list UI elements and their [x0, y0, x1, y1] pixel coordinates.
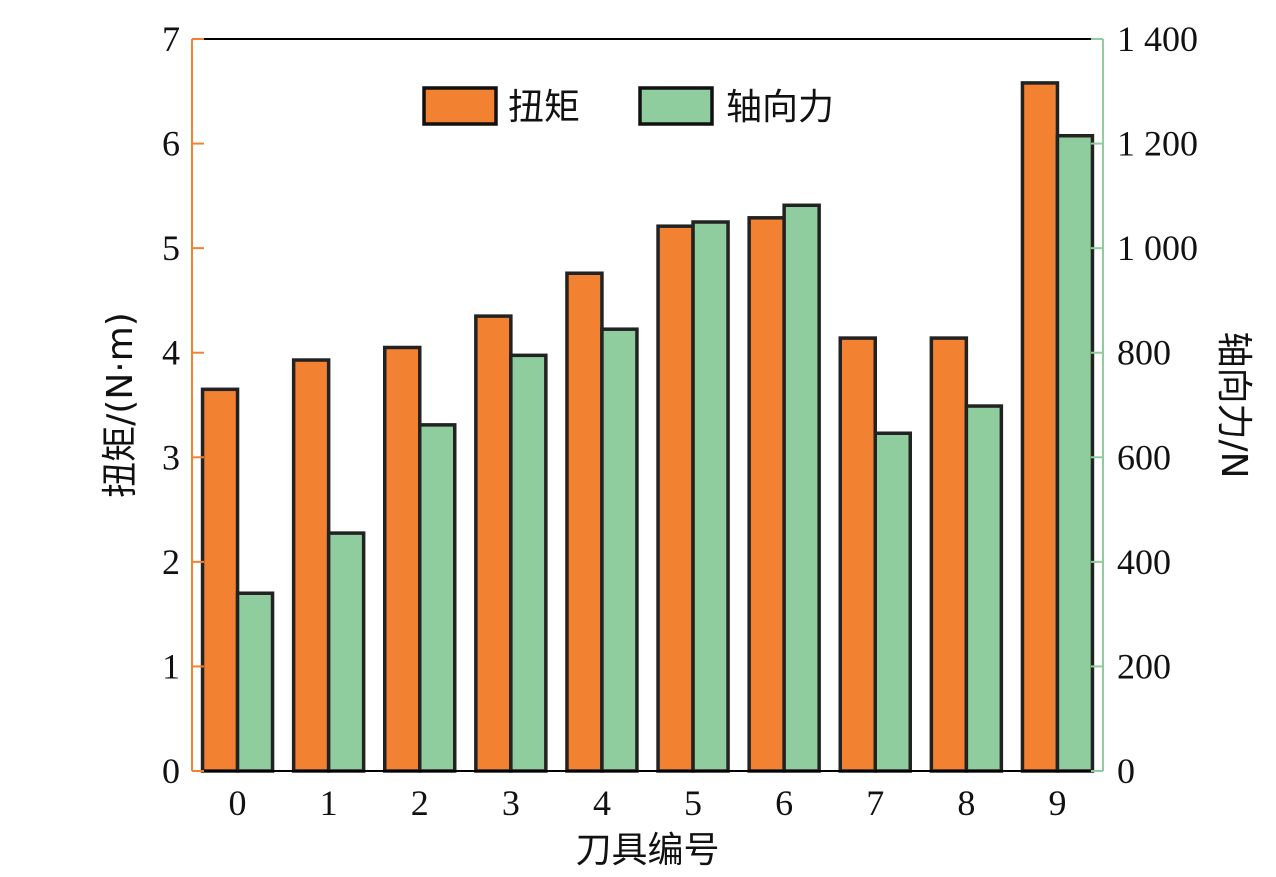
right-y-tick-label: 600 [1117, 437, 1171, 477]
right-y-tick-label: 1 200 [1117, 124, 1198, 164]
bar-torque-4 [565, 271, 604, 773]
bar-torque-2 [383, 345, 422, 773]
left-y-tick-label: 3 [162, 437, 180, 477]
x-tick-label: 9 [1048, 783, 1066, 823]
right-y-tick-label: 1 400 [1117, 19, 1198, 59]
bar-axial-force-2 [418, 423, 457, 773]
bar-torque-1 [291, 358, 331, 773]
bar-torque-9 [1020, 81, 1060, 773]
bar-axial-force-6 [782, 203, 821, 773]
bar-axial-force-8 [964, 404, 1004, 773]
left-y-tick-label: 2 [162, 542, 180, 582]
right-y-tick-label: 0 [1117, 751, 1135, 791]
left-y-tick-label: 1 [162, 646, 180, 686]
right-y-tick-label: 800 [1117, 333, 1171, 373]
bar-axial-force-0 [235, 591, 275, 773]
bar-torque-3 [474, 314, 513, 773]
legend-swatch-torque [422, 86, 498, 126]
x-tick-label: 2 [411, 783, 429, 823]
x-tick-label: 0 [229, 783, 247, 823]
x-tick-label: 7 [866, 783, 884, 823]
bar-torque-0 [200, 387, 240, 773]
x-tick-label: 3 [502, 783, 520, 823]
x-tick-label: 5 [684, 783, 702, 823]
bar-axial-force-5 [691, 220, 730, 773]
legend-label-axial-force: 轴向力 [726, 87, 834, 128]
bar-torque-6 [747, 216, 786, 773]
bar-axial-force-3 [509, 353, 548, 773]
left-y-tick-label: 6 [162, 124, 180, 164]
bar-axial-force-1 [326, 531, 366, 773]
x-tick-label: 8 [957, 783, 975, 823]
x-axis-title: 刀具编号 [575, 830, 719, 871]
bar-torque-7 [838, 336, 877, 773]
bar-axial-force-7 [873, 431, 912, 773]
x-tick-label: 6 [775, 783, 793, 823]
left-y-tick-label: 7 [162, 19, 180, 59]
right-y-axis-title: 轴向力/N [1213, 331, 1254, 478]
left-y-tick-label: 0 [162, 751, 180, 791]
x-tick-label: 4 [593, 783, 611, 823]
x-tick-label: 1 [320, 783, 338, 823]
legend-label-torque: 扭矩 [508, 87, 580, 128]
left-y-tick-label: 5 [162, 228, 180, 268]
right-y-tick-label: 400 [1117, 542, 1171, 582]
bar-axial-force-9 [1055, 133, 1095, 773]
left-y-axis-title: 扭矩/(N·m) [100, 312, 141, 498]
left-y-tick-label: 4 [162, 333, 180, 373]
legend-swatch-axial-force [638, 86, 714, 126]
bar-axial-force-4 [600, 327, 639, 773]
right-y-tick-label: 200 [1117, 646, 1171, 686]
right-y-tick-label: 1 000 [1117, 228, 1198, 268]
bar-torque-8 [929, 336, 969, 773]
bar-torque-5 [656, 224, 695, 773]
